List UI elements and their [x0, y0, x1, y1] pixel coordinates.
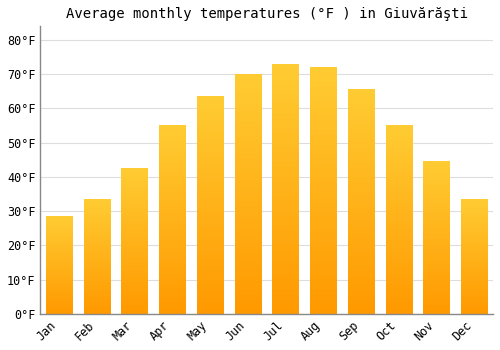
Title: Average monthly temperatures (°F ) in Giuvărăşti: Average monthly temperatures (°F ) in Gi…: [66, 7, 468, 21]
